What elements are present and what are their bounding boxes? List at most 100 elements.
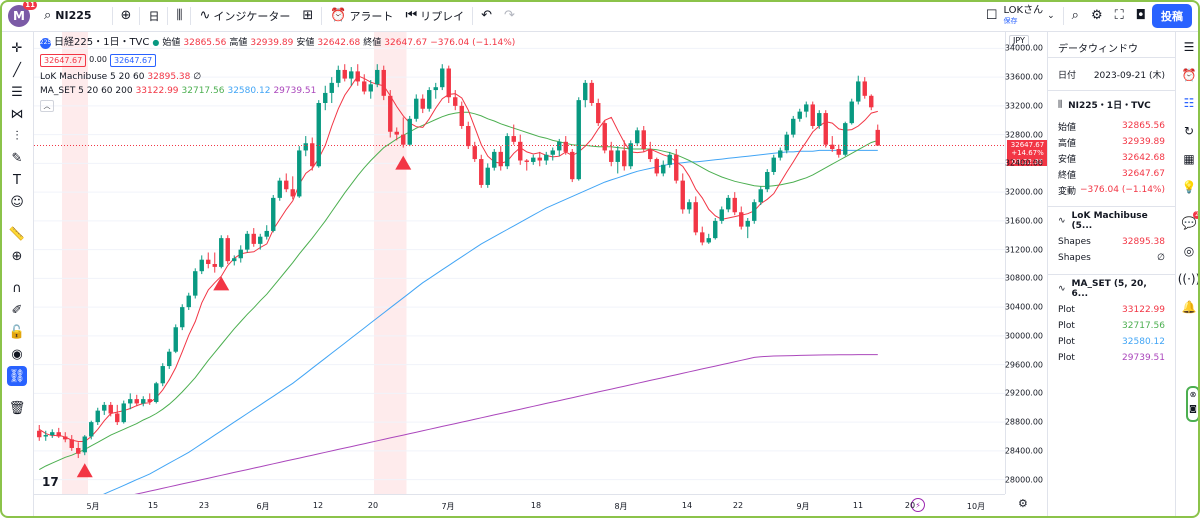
delete-tool[interactable]: 🗑 <box>7 398 27 418</box>
sync-drawing-tool[interactable]: ⛓ <box>7 366 27 386</box>
indicator-row-lok[interactable]: LoK Machibuse 5 20 60 32895.38 ∅ <box>40 70 518 84</box>
candle-body <box>323 92 328 103</box>
replay-button[interactable]: ⏮ リプレイ <box>399 0 470 32</box>
chart-type-button[interactable]: ⫼ <box>170 0 188 32</box>
data-row-label: 高値 <box>1058 138 1077 149</box>
zoom-in-icon: ⊕ <box>11 248 23 264</box>
axis-settings-button[interactable]: ⚙ <box>1018 497 1028 510</box>
emoji-tool[interactable]: ☺ <box>7 192 27 212</box>
divider <box>167 6 169 25</box>
text-tool[interactable]: T <box>7 170 27 190</box>
sell-price-button[interactable]: 32647.67 <box>40 53 87 67</box>
candle-body <box>537 157 542 161</box>
candle-body <box>804 104 809 112</box>
forecast-tool[interactable]: ⫶ <box>7 126 27 146</box>
compare-button[interactable]: ⊕ <box>115 0 138 32</box>
lightning-icon[interactable]: ⚡ <box>911 498 925 512</box>
currency-button[interactable]: JPY <box>1009 35 1029 46</box>
candle-body <box>492 151 497 168</box>
snapshot-button[interactable]: ◘ <box>1130 0 1152 32</box>
hide-tool[interactable]: ◉ <box>7 344 27 364</box>
ma5-line <box>39 75 878 442</box>
candle-body <box>414 98 419 119</box>
indicator-row-maset[interactable]: MA_SET 5 20 60 200 33122.99 32717.56 325… <box>40 84 518 98</box>
lock-drawing-tool[interactable]: ✐ <box>7 300 27 320</box>
measure-tool[interactable]: 📏 <box>7 224 27 244</box>
list-icon: ☰ <box>1183 40 1195 54</box>
indicators-label: インジケーター <box>213 9 291 23</box>
candle-body <box>401 134 406 145</box>
replay-label: リプレイ <box>420 9 465 23</box>
symbol-search[interactable]: ⌕ NI225 <box>38 0 98 32</box>
calendar-button[interactable]: ▦ <box>1180 150 1198 168</box>
legend-collapse-button[interactable]: ︿ <box>40 100 54 112</box>
lok-section-header[interactable]: ∿ LoK Machibuse (5... <box>1048 206 1175 234</box>
chats-button[interactable]: 💬 2 <box>1180 211 1200 232</box>
candle-body <box>544 154 549 161</box>
candle-body <box>752 202 757 221</box>
fullscreen-button[interactable]: ⛶ <box>1109 0 1130 32</box>
tradingview-logo: 17 <box>42 475 59 489</box>
layout-menu[interactable]: ☐ LOKさん 保存 ⌄ <box>980 0 1061 32</box>
buy-price-button[interactable]: 32647.67 <box>109 53 157 67</box>
pattern-tool[interactable]: ⋈ <box>7 104 27 124</box>
indicators-button[interactable]: ∿ インジケーター <box>193 0 296 32</box>
camera-icon: ◘ <box>1135 8 1146 23</box>
time-axis[interactable]: ⚡ 5月 15 23 6月 12 20 7月 18 8月 14 22 9月 11 20 10月 <box>34 494 1005 516</box>
brush-icon: ✎ <box>11 150 23 166</box>
quick-search-button[interactable]: ⌕ <box>1066 0 1085 32</box>
layout-name: LOKさん <box>1003 4 1044 16</box>
legend-title[interactable]: 日経225・1日・TVC <box>54 37 150 48</box>
chart-pane[interactable]: 225 日経225・1日・TVC ● 始値 32865.56 高値 32939.89… <box>34 32 1005 494</box>
chart-canvas[interactable] <box>34 32 1005 494</box>
candle-body <box>219 238 224 267</box>
redo-button[interactable]: ↷ <box>498 0 521 32</box>
post-button[interactable]: 投稿 <box>1152 3 1192 28</box>
data-row-label: Plot <box>1058 353 1075 363</box>
undo-button[interactable]: ↶ <box>475 0 498 32</box>
data-row-value: 29739.51 <box>1122 353 1165 363</box>
time-tick: 14 <box>681 501 693 510</box>
legend-main-row: 225 日経225・1日・TVC ● 始値 32865.56 高値 32939.89… <box>40 36 518 50</box>
buy-signal-triangle <box>395 155 412 170</box>
candle-body <box>310 143 315 167</box>
brush-tool[interactable]: ✎ <box>7 148 27 168</box>
avatar[interactable]: M 11 <box>8 0 37 27</box>
data-window-title: データウィンドウ <box>1048 32 1175 58</box>
watchlist-button[interactable]: ☰ <box>1180 38 1198 56</box>
streams-button[interactable]: ◎ <box>1180 242 1198 260</box>
templates-button[interactable]: ⊞ <box>296 0 319 32</box>
candle-body <box>550 150 555 155</box>
maset-section-header[interactable]: ∿ MA_SET (5, 20, 6... <box>1048 274 1175 302</box>
signals-button[interactable]: ((·)) <box>1178 270 1200 288</box>
zoom-tool[interactable]: ⊕ <box>7 246 27 266</box>
candle-body <box>199 259 204 272</box>
candle-body <box>193 271 198 296</box>
candle-body <box>875 129 880 146</box>
candle-body <box>63 436 68 440</box>
hotlists-button[interactable]: ↻ <box>1180 122 1198 140</box>
magnet-tool[interactable]: ∩ <box>7 278 27 298</box>
trendline-tool[interactable]: ╱ <box>7 60 27 80</box>
crosshair-tool[interactable]: ✛ <box>7 38 27 58</box>
chart-legend: 225 日経225・1日・TVC ● 始値 32865.56 高値 32939.89… <box>40 36 518 112</box>
settings-button[interactable]: ⚙ <box>1085 0 1109 32</box>
extension-widget[interactable]: ⊗ ◙ <box>1186 386 1200 422</box>
ideas-button[interactable]: 💡 <box>1180 178 1198 196</box>
symbol-section-header[interactable]: ⫼ NI225・1日・TVC <box>1048 90 1175 118</box>
time-tick: 20 <box>904 501 916 510</box>
data-row-label: 安値 <box>1058 154 1077 165</box>
candle-body <box>784 134 789 151</box>
fib-tool[interactable]: ☰ <box>7 82 27 102</box>
zoom-search-icon: ⌕ <box>1071 8 1079 23</box>
data-window-button[interactable]: ☷ <box>1180 94 1198 112</box>
price-tick: 29200.00 <box>1004 388 1043 398</box>
candle-body <box>693 202 698 233</box>
interval-button[interactable]: 日 <box>142 0 165 32</box>
alerts-button[interactable]: ⏰ <box>1180 66 1198 84</box>
alert-button[interactable]: ⏰ アラート <box>324 0 399 32</box>
price-axis[interactable]: JPY 32647.67 +14.67% 03:22:35 34000.00 33… <box>1004 32 1048 494</box>
notifications-button[interactable]: 🔔 <box>1180 298 1198 316</box>
lock-all-tool[interactable]: 🔓 <box>7 322 27 342</box>
price-tick: 32000.00 <box>1004 187 1043 197</box>
